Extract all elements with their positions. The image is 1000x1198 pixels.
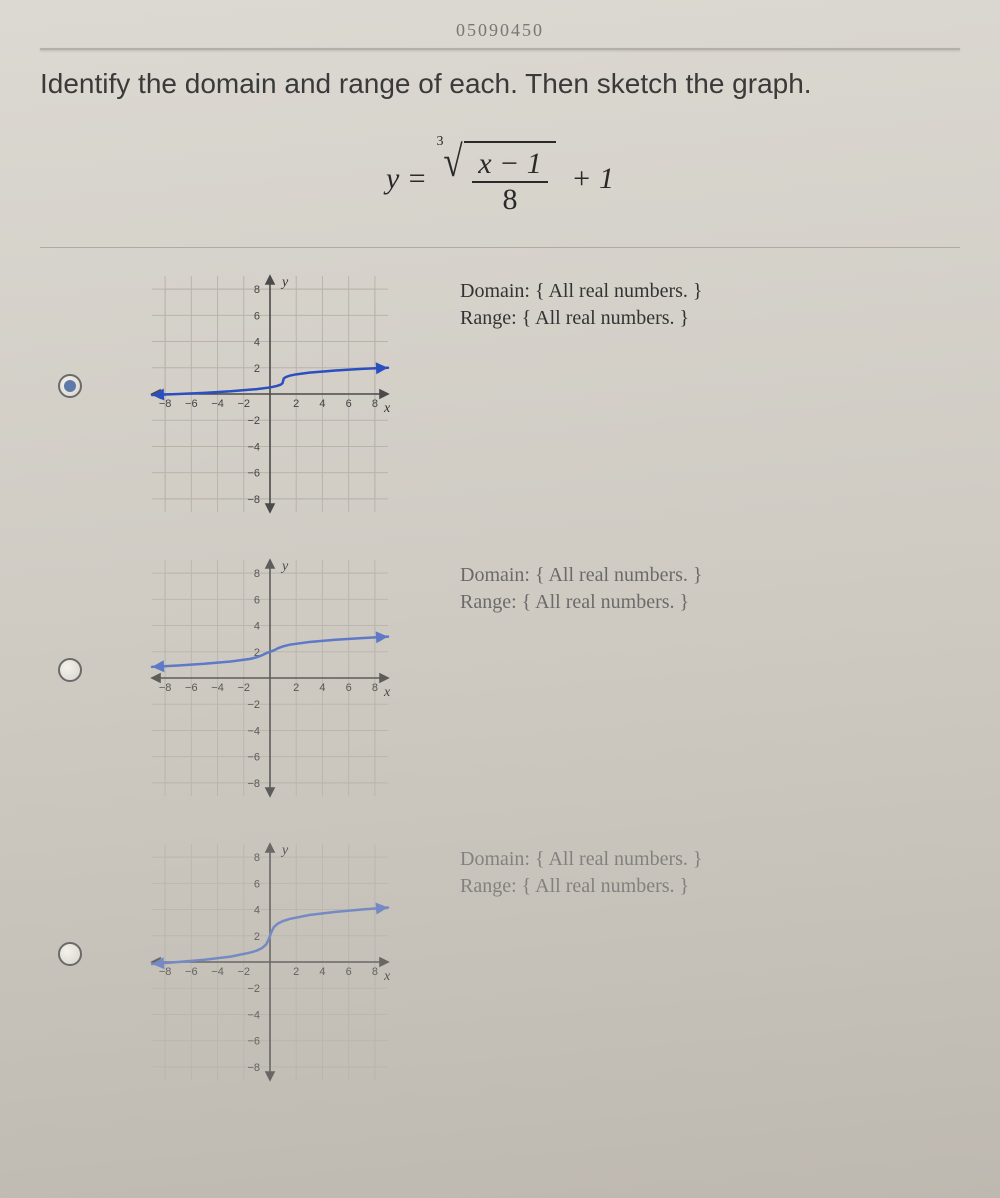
svg-text:−2: −2 <box>247 699 260 711</box>
svg-text:4: 4 <box>254 905 260 917</box>
svg-text:8: 8 <box>254 568 260 580</box>
domain-range-text: Domain: { All real numbers. } Range: { Al… <box>440 264 960 334</box>
answer-option[interactable]: −8−8−6−6−4−4−2−222446688yxDomain: { All … <box>40 548 960 808</box>
svg-text:6: 6 <box>346 398 352 410</box>
answer-option[interactable]: −8 −8 −6 −6 −4 −4 −2 −2 2 2 4 4 6 6 8 8 y x Domain: { All … <box>40 264 960 524</box>
section-divider <box>40 247 960 248</box>
svg-text:2: 2 <box>254 363 260 375</box>
svg-text:8: 8 <box>372 398 378 410</box>
svg-text:−4: −4 <box>211 398 224 410</box>
x-axis-label: x <box>383 401 391 416</box>
equation-row: y = 3 √ x − 1 8 + 1 <box>40 140 960 217</box>
graph-column: −8 −8 −6 −6 −4 −4 −2 −2 2 2 4 4 6 6 8 8 y x <box>100 264 440 524</box>
y-axis-label: y <box>280 559 289 574</box>
svg-text:−4: −4 <box>247 725 260 737</box>
svg-text:−8: −8 <box>159 398 172 410</box>
domain-line: Domain: { All real numbers. } <box>460 280 960 303</box>
domain-line: Domain: { All real numbers. } <box>460 848 960 871</box>
svg-text:−8: −8 <box>247 494 260 506</box>
header-fragment: 05090450 <box>40 20 960 40</box>
svg-text:−2: −2 <box>247 983 260 995</box>
svg-text:2: 2 <box>293 966 299 978</box>
svg-text:−4: −4 <box>247 441 260 453</box>
svg-text:−4: −4 <box>247 1009 260 1021</box>
range-line: Range: { All real numbers. } <box>460 875 960 898</box>
instruction-text: Identify the domain and range of each. T… <box>40 68 960 100</box>
domain-line: Domain: { All real numbers. } <box>460 564 960 587</box>
radio-button[interactable] <box>58 658 82 682</box>
svg-text:−4: −4 <box>211 682 224 694</box>
eq-tail: + 1 <box>571 162 614 196</box>
svg-text:−2: −2 <box>247 415 260 427</box>
radicand: x − 1 8 <box>464 141 556 217</box>
svg-text:6: 6 <box>254 594 260 606</box>
svg-text:4: 4 <box>254 621 260 633</box>
radio-column <box>40 548 100 682</box>
svg-text:−8: −8 <box>247 778 260 790</box>
svg-text:2: 2 <box>293 682 299 694</box>
equation: y = 3 √ x − 1 8 + 1 <box>386 140 614 217</box>
numerator: x − 1 <box>472 147 548 183</box>
graph-column: −8−8−6−6−4−4−2−222446688yx <box>100 548 440 808</box>
svg-text:−8: −8 <box>159 682 172 694</box>
x-axis-label: x <box>383 969 391 984</box>
coordinate-graph: −8−8−6−6−4−4−2−222446688yx <box>140 548 400 808</box>
radio-button[interactable] <box>58 942 82 966</box>
coordinate-graph: −8 −8 −6 −6 −4 −4 −2 −2 2 2 4 4 6 6 8 8 y x <box>140 264 400 524</box>
svg-text:4: 4 <box>319 398 325 410</box>
radio-column <box>40 832 100 966</box>
fraction: x − 1 8 <box>472 147 548 217</box>
answer-option[interactable]: −8 −8 −6 −6 −4 −4 −2 −2 2 2 4 4 6 6 8 8 y x Domain: { All … <box>40 832 960 1092</box>
radio-button[interactable] <box>58 374 82 398</box>
eq-lhs: y = <box>386 162 427 196</box>
options-container: −8 −8 −6 −6 −4 −4 −2 −2 2 2 4 4 6 6 8 8 y x Domain: { All … <box>40 264 960 1092</box>
axes <box>152 560 388 796</box>
range-line: Range: { All real numbers. } <box>460 307 960 330</box>
svg-text:−6: −6 <box>247 468 260 480</box>
svg-text:4: 4 <box>319 682 325 694</box>
svg-text:−6: −6 <box>185 398 198 410</box>
worksheet-page: 05090450 Identify the domain and range o… <box>0 0 1000 1198</box>
svg-text:8: 8 <box>372 966 378 978</box>
svg-text:8: 8 <box>254 852 260 864</box>
range-line: Range: { All real numbers. } <box>460 591 960 614</box>
svg-text:−8: −8 <box>159 966 172 978</box>
graph-column: −8 −8 −6 −6 −4 −4 −2 −2 2 2 4 4 6 6 8 8 y x <box>100 832 440 1092</box>
radio-column <box>40 264 100 398</box>
svg-text:4: 4 <box>319 966 325 978</box>
y-axis-label: y <box>280 275 289 290</box>
svg-text:4: 4 <box>254 337 260 349</box>
svg-text:2: 2 <box>293 398 299 410</box>
coordinate-graph: −8 −8 −6 −6 −4 −4 −2 −2 2 2 4 4 6 6 8 8 y x <box>140 832 400 1092</box>
svg-text:6: 6 <box>346 966 352 978</box>
radical-symbol: √ <box>443 140 462 184</box>
svg-text:−2: −2 <box>238 966 251 978</box>
radical: 3 √ x − 1 8 <box>441 140 556 217</box>
svg-text:−6: −6 <box>185 682 198 694</box>
domain-range-text: Domain: { All real numbers. } Range: { Al… <box>440 832 960 902</box>
denominator: 8 <box>472 183 548 217</box>
svg-text:6: 6 <box>254 878 260 890</box>
svg-text:−6: −6 <box>185 966 198 978</box>
svg-text:−6: −6 <box>247 752 260 764</box>
svg-text:8: 8 <box>254 284 260 296</box>
svg-text:2: 2 <box>254 931 260 943</box>
domain-range-text: Domain: { All real numbers. } Range: { Al… <box>440 548 960 618</box>
svg-text:−6: −6 <box>247 1036 260 1048</box>
top-divider <box>40 48 960 50</box>
svg-text:−2: −2 <box>238 398 251 410</box>
svg-text:−2: −2 <box>238 682 251 694</box>
svg-text:−8: −8 <box>247 1062 260 1074</box>
svg-text:−4: −4 <box>211 966 224 978</box>
svg-text:6: 6 <box>346 682 352 694</box>
y-axis-label: y <box>280 843 289 858</box>
x-axis-label: x <box>383 685 391 700</box>
svg-text:8: 8 <box>372 682 378 694</box>
svg-text:6: 6 <box>254 310 260 322</box>
